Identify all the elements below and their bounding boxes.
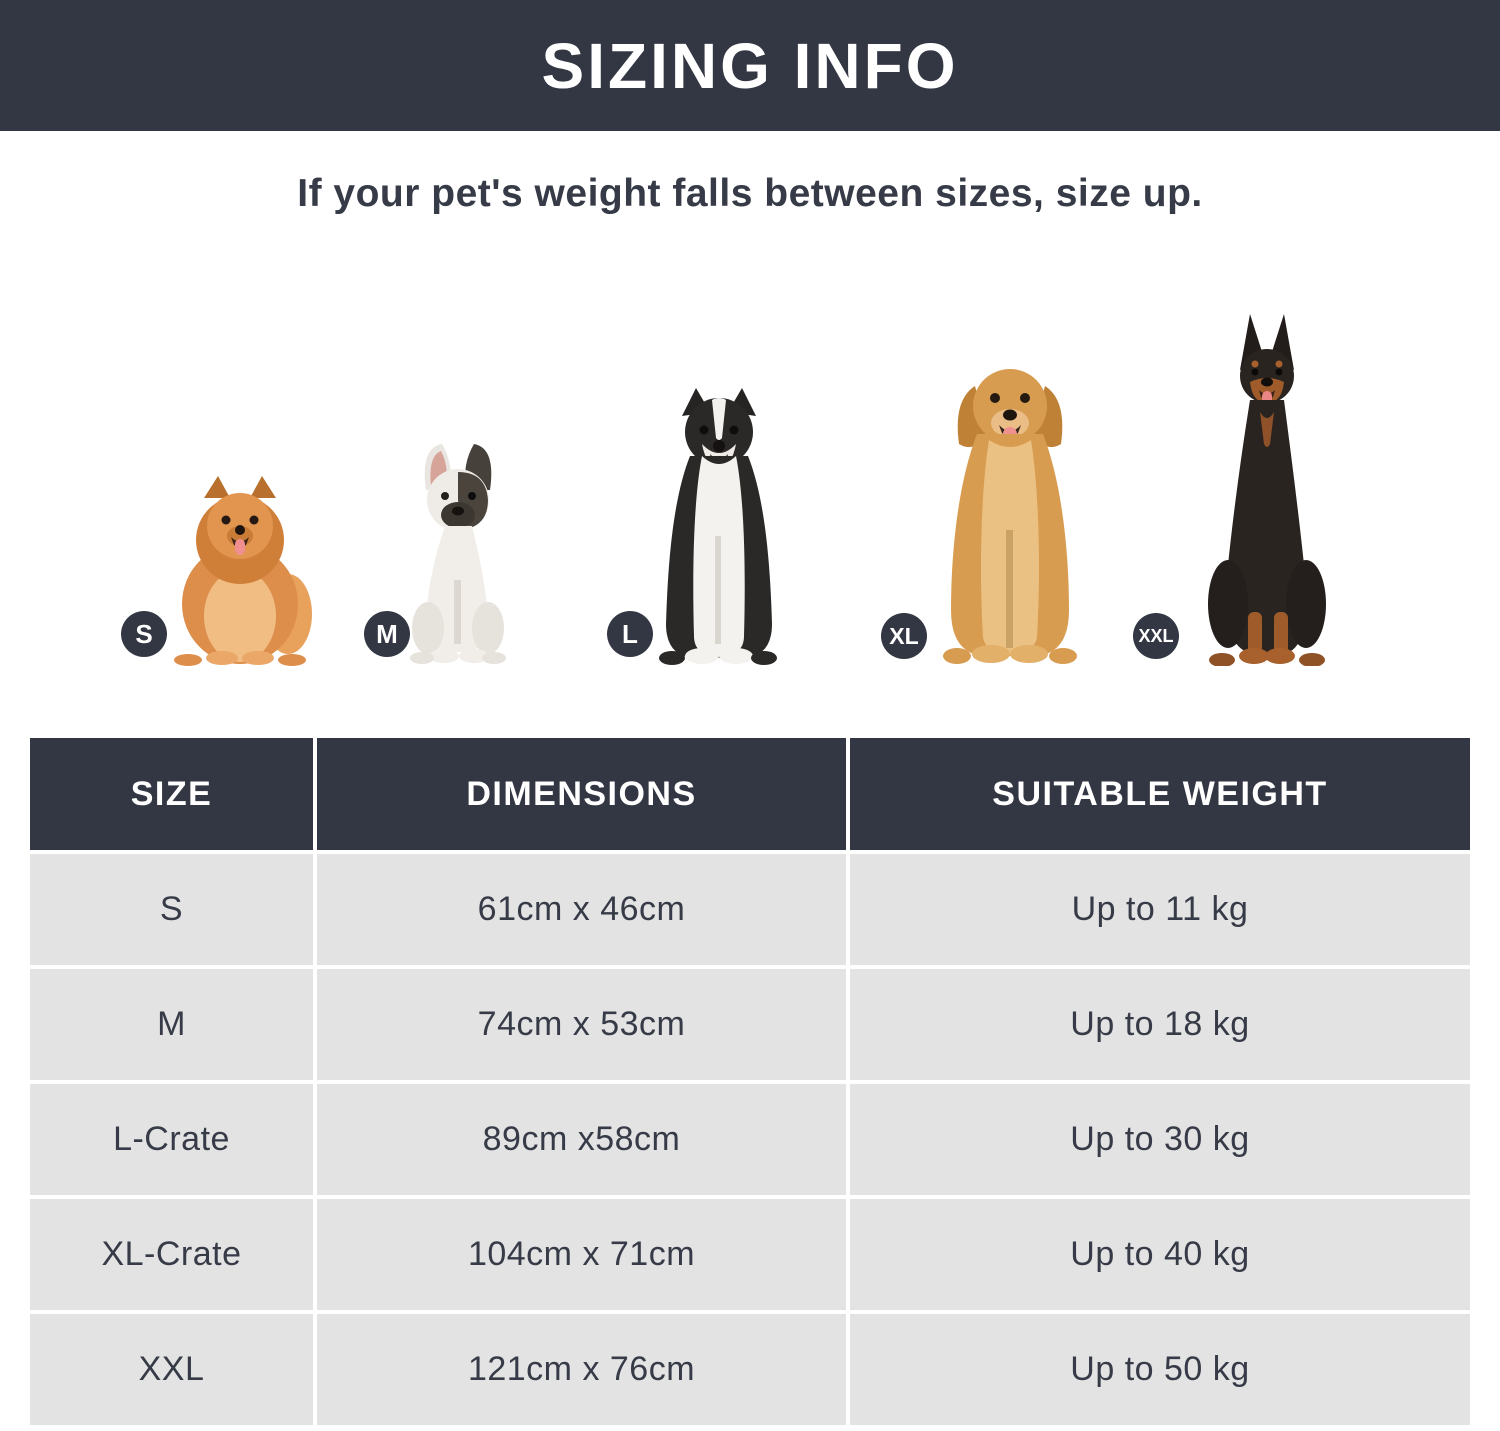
row-xl-crate-size-cell: XL-Crate	[30, 1199, 313, 1310]
french-bulldog-dog-image	[410, 444, 506, 664]
column-header-size: SIZE	[30, 738, 313, 850]
row-s-size-cell: S	[30, 854, 313, 965]
doberman-dog-image	[1208, 314, 1326, 666]
row-xl-crate-weight-cell: Up to 40 kg	[850, 1199, 1470, 1310]
row-m-dimensions-cell: 74cm x 53cm	[317, 969, 846, 1080]
row-m-size-cell: M	[30, 969, 313, 1080]
row-l-crate-weight-cell: Up to 30 kg	[850, 1084, 1470, 1195]
row-xxl-weight-cell: Up to 50 kg	[850, 1314, 1470, 1425]
row-l-crate-dimensions-cell: 89cm x58cm	[317, 1084, 846, 1195]
size-badge-l: L	[607, 611, 653, 657]
sizing-table: SIZE DIMENSIONS SUITABLE WEIGHT S 61cm x…	[30, 738, 1470, 1425]
row-m-weight-cell: Up to 18 kg	[850, 969, 1470, 1080]
row-l-crate-size-cell: L-Crate	[30, 1084, 313, 1195]
column-header-dimensions: DIMENSIONS	[317, 738, 846, 850]
row-xxl-size-cell: XXL	[30, 1314, 313, 1425]
header-banner: SIZING INFO	[0, 0, 1500, 131]
golden-retriever-dog-image	[943, 369, 1077, 664]
size-badge-s: S	[121, 611, 167, 657]
border-collie-dog-image	[659, 388, 777, 665]
pomeranian-dog-image	[174, 476, 312, 666]
row-xl-crate-dimensions-cell: 104cm x 71cm	[317, 1199, 846, 1310]
page-title: SIZING INFO	[541, 29, 959, 102]
subtitle: If your pet's weight falls between sizes…	[297, 172, 1203, 215]
row-s-dimensions-cell: 61cm x 46cm	[317, 854, 846, 965]
row-s-weight-cell: Up to 11 kg	[850, 854, 1470, 965]
row-xxl-dimensions-cell: 121cm x 76cm	[317, 1314, 846, 1425]
size-badge-xxl: XXL	[1133, 613, 1179, 659]
size-badge-xl: XL	[881, 613, 927, 659]
size-badge-m: M	[364, 611, 410, 657]
column-header-suitable-weight: SUITABLE WEIGHT	[850, 738, 1470, 850]
